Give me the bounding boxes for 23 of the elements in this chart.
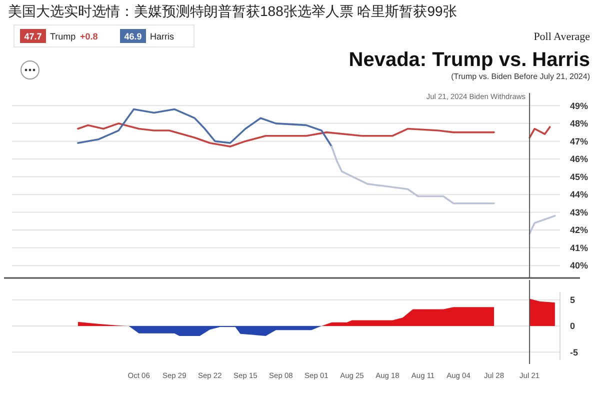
legend-label: Trump: [50, 32, 76, 42]
text: 美国大选实时选情：美媒预测特朗普暂获188张选举人票 哈里斯暂获99张: [8, 3, 457, 19]
text: 47.7: [24, 32, 42, 42]
y-tick-label: 43%: [570, 207, 588, 218]
y-tick-label: -5: [570, 347, 578, 358]
y-tick-label: 45%: [570, 172, 588, 182]
y-tick-label: 5: [570, 294, 576, 305]
y-tick-label: 46%: [570, 154, 588, 164]
text: Poll Average: [534, 31, 590, 43]
chart-subtitle: (Trump vs. Biden Before July 21, 2024): [451, 72, 590, 81]
chart-title: Nevada: Trump vs. Harris: [348, 49, 590, 71]
y-tick-label: 48%: [570, 118, 588, 129]
y-tick-label: 44%: [570, 190, 588, 200]
y-tick-label: 0: [570, 321, 576, 332]
y-tick-label: 49%: [570, 100, 588, 111]
y-tick-label: 40%: [570, 260, 588, 271]
y-tick-label: 47%: [570, 136, 588, 146]
legend-label: Harris: [150, 32, 174, 42]
text: 46.9: [124, 32, 142, 42]
line-series: [77, 108, 333, 148]
text: +0.8: [80, 32, 98, 42]
y-tick-label: 42%: [570, 225, 588, 236]
y-tick-label: 41%: [570, 242, 588, 253]
